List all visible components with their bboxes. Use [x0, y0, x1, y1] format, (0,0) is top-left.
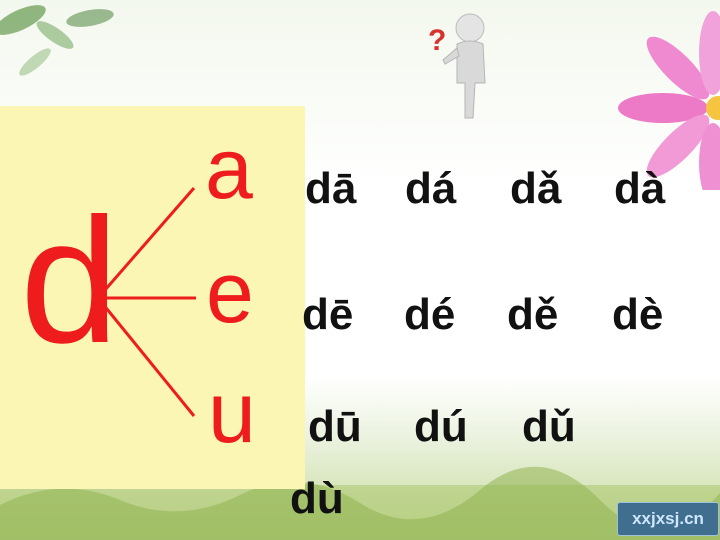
vowel-a: a	[205, 121, 253, 217]
syllable: dē	[302, 290, 354, 339]
syllable: dè	[612, 290, 664, 339]
syllable: dé	[404, 290, 456, 339]
question-mark: ?	[428, 24, 446, 57]
vowel-e: e	[206, 245, 254, 341]
vowel-u: u	[208, 365, 256, 461]
watermark-logo: xxjxsj.cn	[617, 502, 719, 536]
thinking-person-icon: ?	[428, 13, 486, 119]
syllable: dù	[290, 474, 344, 523]
syllable: dū	[308, 402, 362, 451]
grass-icon	[0, 466, 720, 540]
initial-letter: d	[20, 181, 119, 380]
syllable: dú	[414, 402, 468, 451]
syllable: dǔ	[522, 402, 576, 451]
leaves-icon	[0, 5, 114, 76]
syllable: dà	[614, 164, 666, 213]
syllable: dǎ	[510, 164, 562, 213]
syllable: dá	[405, 164, 457, 213]
pink-flower-icon	[618, 11, 720, 190]
syllable: dā	[305, 164, 357, 213]
syllable: dě	[507, 290, 559, 339]
